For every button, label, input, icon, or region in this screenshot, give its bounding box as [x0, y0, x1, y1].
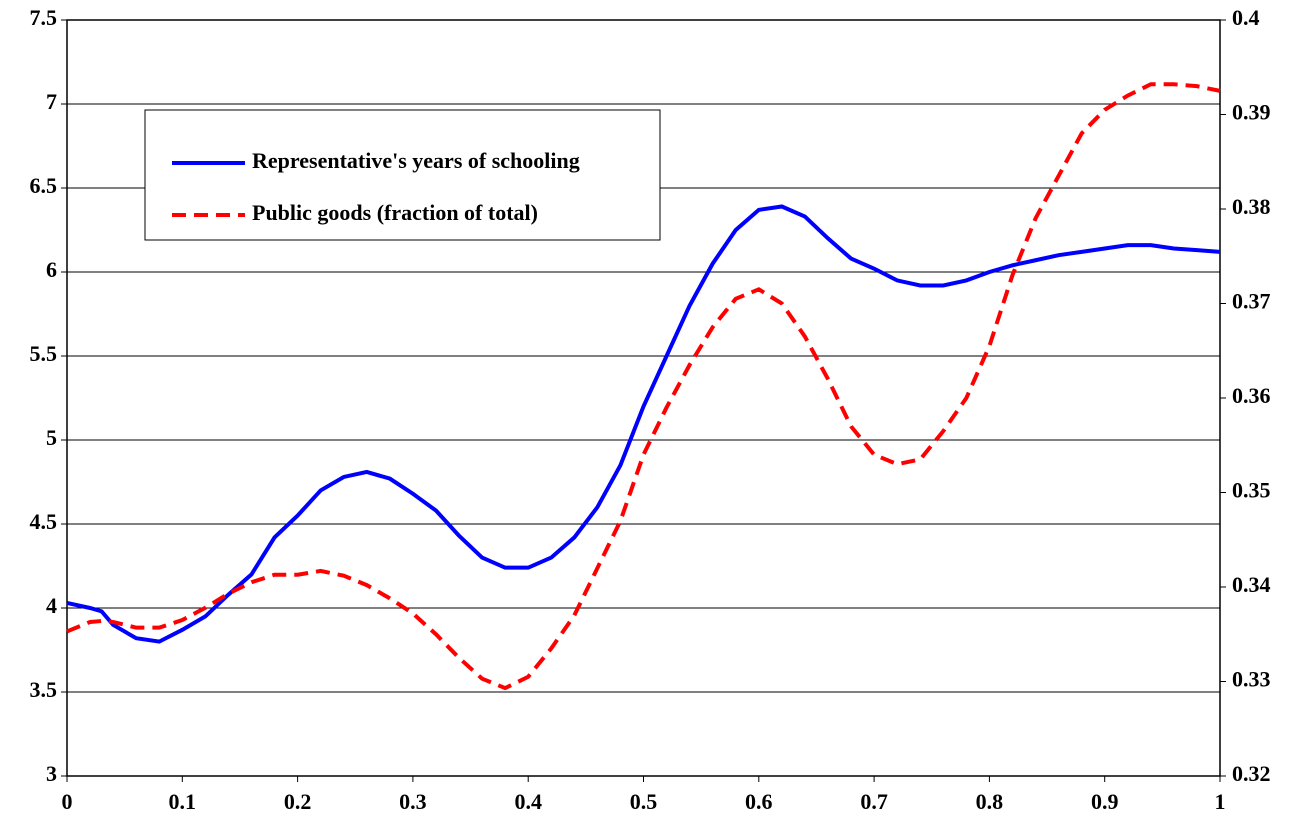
- x-tick-label: 0.9: [1091, 789, 1119, 814]
- y-tick-label: 5: [46, 425, 57, 450]
- y-tick-label: 4: [46, 593, 57, 618]
- y2-tick-label: 0.33: [1232, 667, 1271, 692]
- x-tick-label: 0.5: [630, 789, 658, 814]
- y2-tick-label: 0.39: [1232, 100, 1271, 125]
- y-tick-label: 5.5: [30, 341, 58, 366]
- x-tick-label: 0.6: [745, 789, 773, 814]
- y2-tick-label: 0.37: [1232, 289, 1271, 314]
- y2-tick-label: 0.34: [1232, 572, 1271, 597]
- legend-box: [144, 109, 661, 241]
- y-tick-label: 7.5: [30, 5, 58, 30]
- y-tick-label: 6.5: [30, 173, 58, 198]
- y-tick-label: 3.5: [30, 677, 58, 702]
- x-tick-label: 0.7: [860, 789, 888, 814]
- x-tick-label: 0.4: [514, 789, 542, 814]
- legend-label: Public goods (fraction of total): [252, 200, 538, 225]
- y2-tick-label: 0.38: [1232, 194, 1271, 219]
- x-tick-label: 1: [1215, 789, 1226, 814]
- y2-tick-label: 0.4: [1232, 5, 1260, 30]
- x-tick-label: 0.2: [284, 789, 312, 814]
- y-tick-label: 6: [46, 257, 57, 282]
- y2-tick-label: 0.36: [1232, 383, 1271, 408]
- y-tick-label: 4.5: [30, 509, 58, 534]
- y2-tick-label: 0.32: [1232, 761, 1271, 786]
- series-line: [66, 82, 1221, 691]
- legend-label: Representative's years of schooling: [252, 148, 580, 173]
- x-tick-label: 0.3: [399, 789, 427, 814]
- plot-frame: [66, 19, 1221, 777]
- series-line: [66, 204, 1221, 644]
- x-tick-label: 0: [62, 789, 73, 814]
- y-tick-label: 3: [46, 761, 57, 786]
- x-tick-label: 0.8: [976, 789, 1004, 814]
- y-tick-label: 7: [46, 89, 57, 114]
- y2-tick-label: 0.35: [1232, 478, 1271, 503]
- x-tick-label: 0.1: [169, 789, 197, 814]
